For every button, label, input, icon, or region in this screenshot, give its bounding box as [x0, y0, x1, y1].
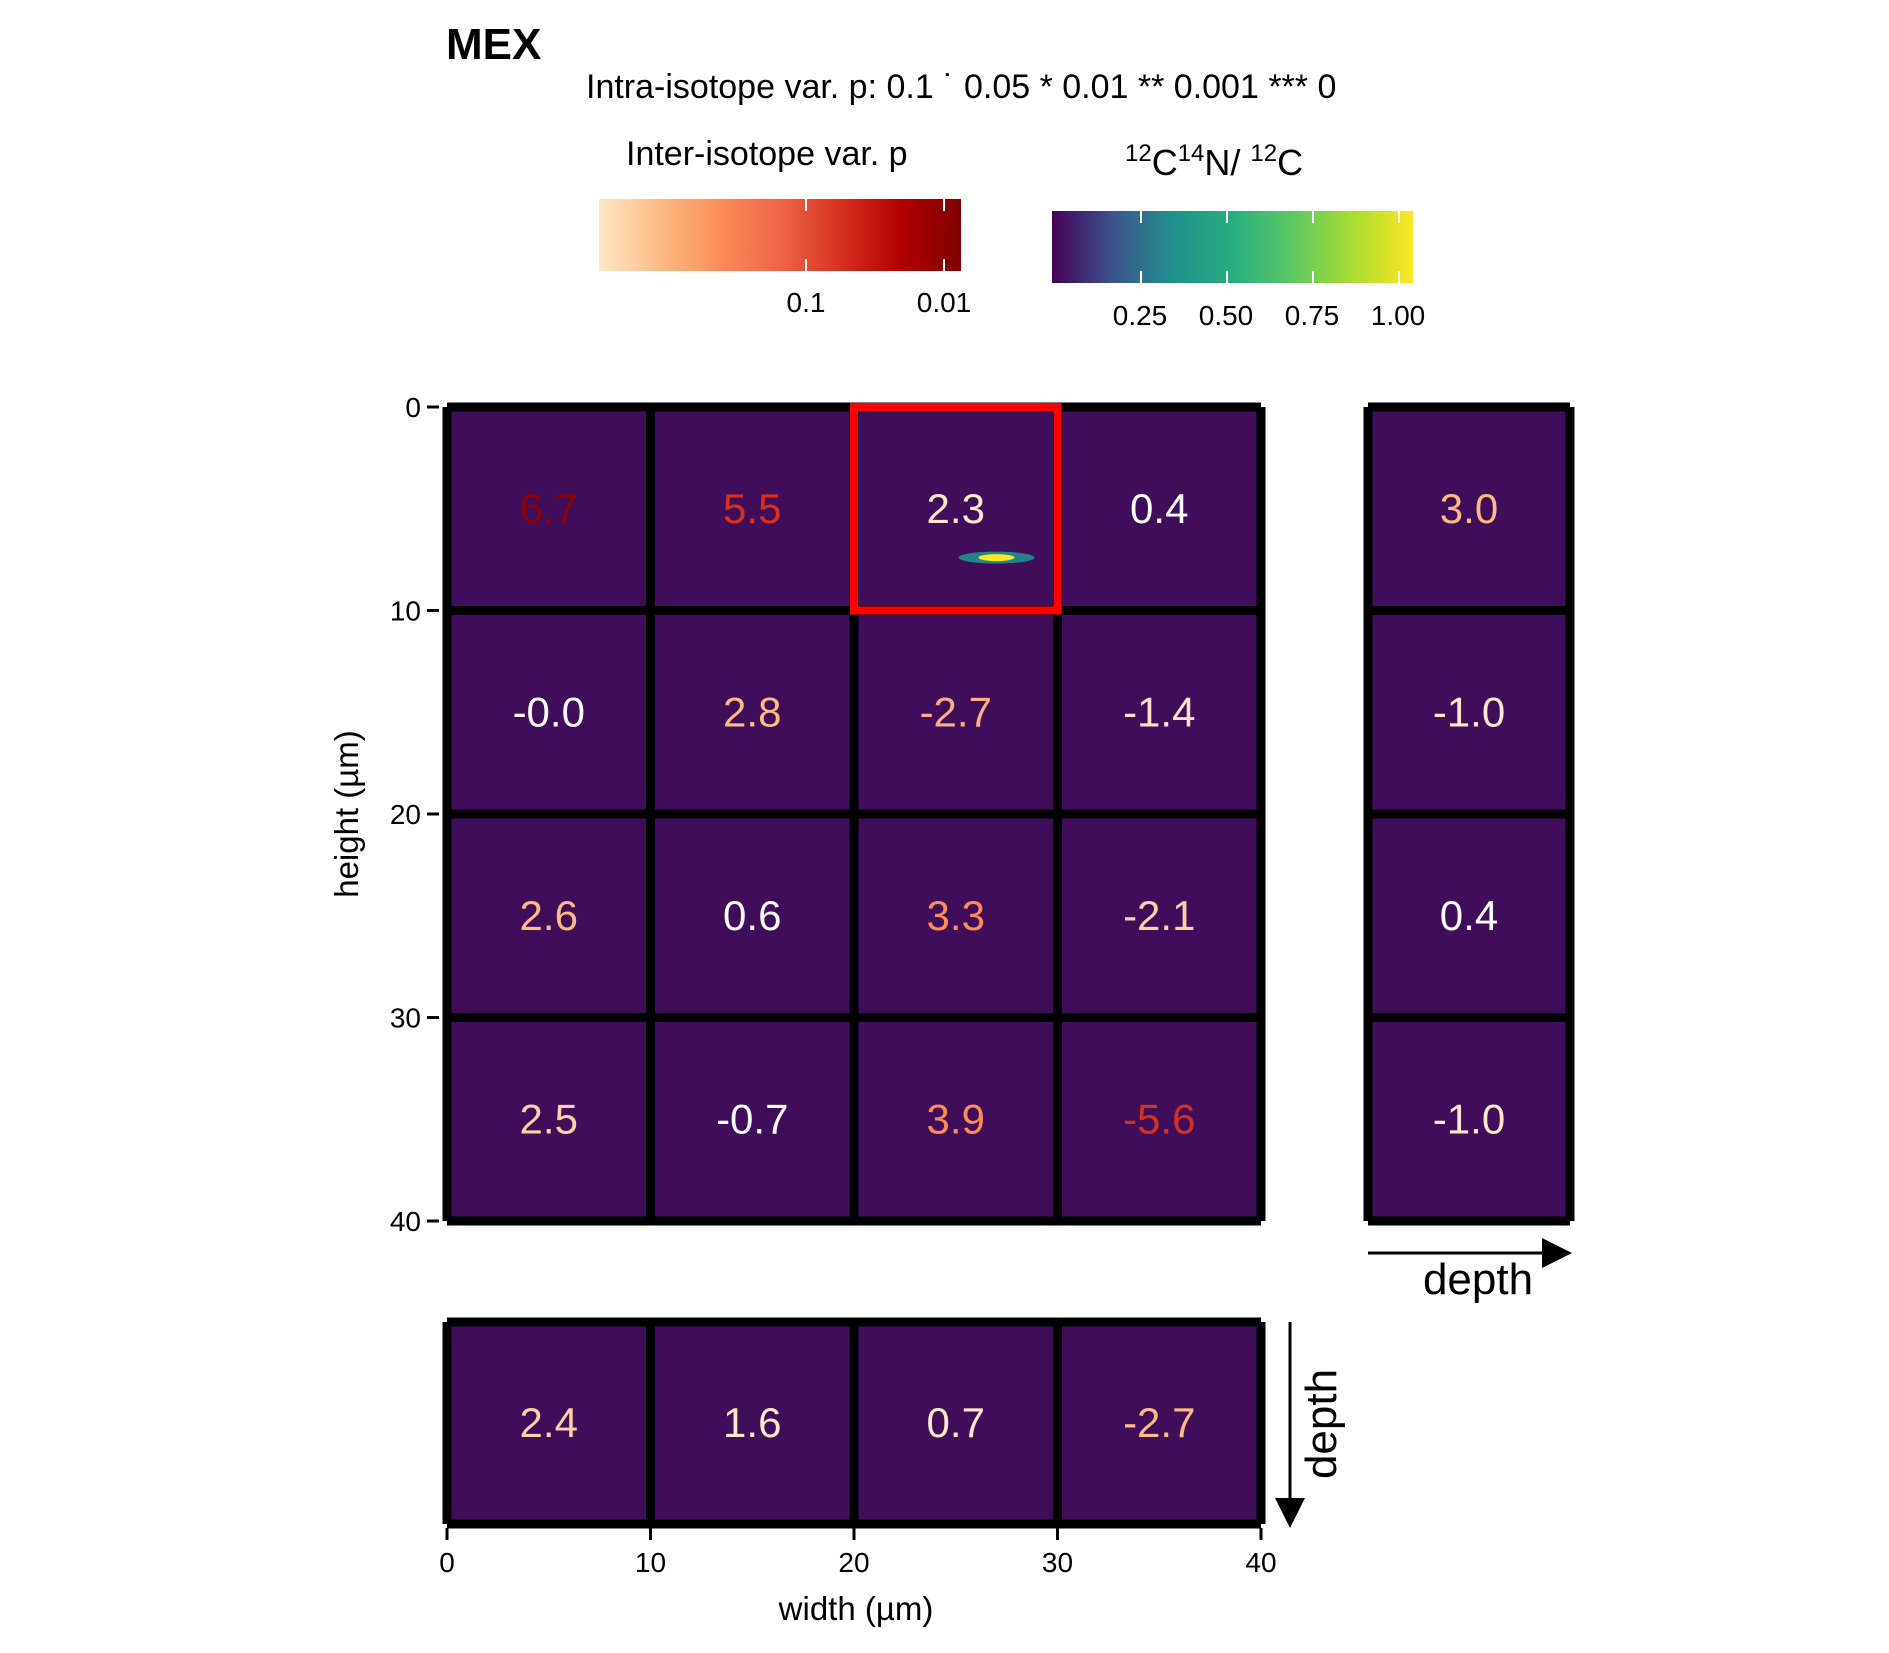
bottom-value-label: 1.6: [723, 1399, 781, 1446]
p-value-colorbar: [599, 199, 961, 271]
side-tile: [1368, 407, 1570, 611]
x-tick-label: 30: [1042, 1547, 1073, 1578]
heatmap-tile: [447, 1017, 651, 1221]
hotspot-core: [978, 554, 1015, 562]
heatmap-tile: [1057, 610, 1261, 814]
y-axis-title: height (µm): [328, 730, 365, 898]
side-value-label: -1.0: [1433, 1095, 1505, 1142]
bottom-depth-label: depth: [1297, 1369, 1346, 1479]
p-colorbar-tick: 0.1: [786, 287, 826, 318]
ratio-colorbar: [1052, 211, 1413, 283]
heatmap-tile: [447, 407, 651, 611]
cell-value-label: 5.5: [723, 485, 781, 532]
y-tick-label: 30: [390, 1003, 421, 1034]
x-tick-label: 20: [838, 1547, 869, 1578]
cell-value-label: 0.4: [1130, 485, 1188, 532]
x-tick-label: 40: [1245, 1547, 1276, 1578]
bottom-tile: [447, 1322, 651, 1524]
cell-value-label: 3.3: [927, 892, 985, 939]
heatmap-tile: [1057, 1017, 1261, 1221]
heatmap-tile: [650, 407, 854, 611]
heatmap-tile: [447, 610, 651, 814]
side-tile: [1368, 1017, 1570, 1221]
x-tick-label: 10: [635, 1547, 666, 1578]
heatmap-tile: [854, 814, 1058, 1018]
heatmap-tile: [854, 407, 1058, 611]
highlight-box: [850, 403, 1062, 615]
ratio-colorbar-tick: 0.50: [1198, 300, 1254, 331]
bottom-value-label: 0.7: [927, 1399, 985, 1446]
cell-value-label: 2.8: [723, 688, 781, 735]
p-colorbar-tick: 0.01: [916, 287, 972, 318]
x-axis-title: width (µm): [778, 1590, 934, 1627]
heatmap-tile: [854, 610, 1058, 814]
intra-isotope-legend: Intra-isotope var. p: 0.1 ˙ 0.05 * 0.01 …: [586, 68, 1337, 106]
heatmap-tile: [447, 814, 651, 1018]
heatmap-tile: [1057, 407, 1261, 611]
x-tick-label: 0: [439, 1547, 455, 1578]
bottom-tile: [1057, 1322, 1261, 1524]
bottom-value-label: 2.4: [520, 1399, 578, 1446]
cell-value-label: -2.1: [1123, 892, 1195, 939]
cell-value-label: -0.0: [513, 688, 585, 735]
cell-value-label: -1.4: [1123, 688, 1195, 735]
cell-value-label: -2.7: [920, 688, 992, 735]
inter-isotope-legend-title: Inter-isotope var. p: [626, 135, 908, 173]
y-tick-label: 40: [390, 1206, 421, 1237]
y-tick-label: 0: [405, 392, 421, 423]
chart-title: MEX: [446, 20, 542, 69]
cell-value-label: 2.3: [927, 485, 985, 532]
side-value-label: 3.0: [1440, 485, 1498, 532]
ratio-colorbar-tick: 0.25: [1112, 300, 1168, 331]
heatmap-tile: [1057, 814, 1261, 1018]
heatmap-tile: [650, 814, 854, 1018]
cell-value-label: 3.9: [927, 1095, 985, 1142]
side-tile: [1368, 814, 1570, 1018]
side-value-label: 0.4: [1440, 892, 1498, 939]
heatmap-tile: [854, 1017, 1058, 1221]
ratio-colorbar-tick: 0.75: [1284, 300, 1340, 331]
cell-value-label: -0.7: [716, 1095, 788, 1142]
y-tick-label: 20: [390, 799, 421, 830]
side-tile: [1368, 610, 1570, 814]
side-depth-label: depth: [1423, 1255, 1533, 1304]
bottom-tile: [650, 1322, 854, 1524]
heatmap-tile: [650, 610, 854, 814]
bottom-value-label: -2.7: [1123, 1399, 1195, 1446]
y-tick-label: 10: [390, 596, 421, 627]
bottom-tile: [854, 1322, 1058, 1524]
cell-value-label: -5.6: [1123, 1095, 1195, 1142]
cell-value-label: 2.6: [520, 892, 578, 939]
cell-value-label: 0.6: [723, 892, 781, 939]
side-value-label: -1.0: [1433, 688, 1505, 735]
cell-value-label: 2.5: [520, 1095, 578, 1142]
heatmap-tile: [650, 1017, 854, 1221]
cell-value-label: 6.7: [520, 485, 578, 532]
ratio-legend-title: 12C14N/ 12C: [1125, 140, 1304, 183]
ratio-colorbar-tick: 1.00: [1370, 300, 1426, 331]
